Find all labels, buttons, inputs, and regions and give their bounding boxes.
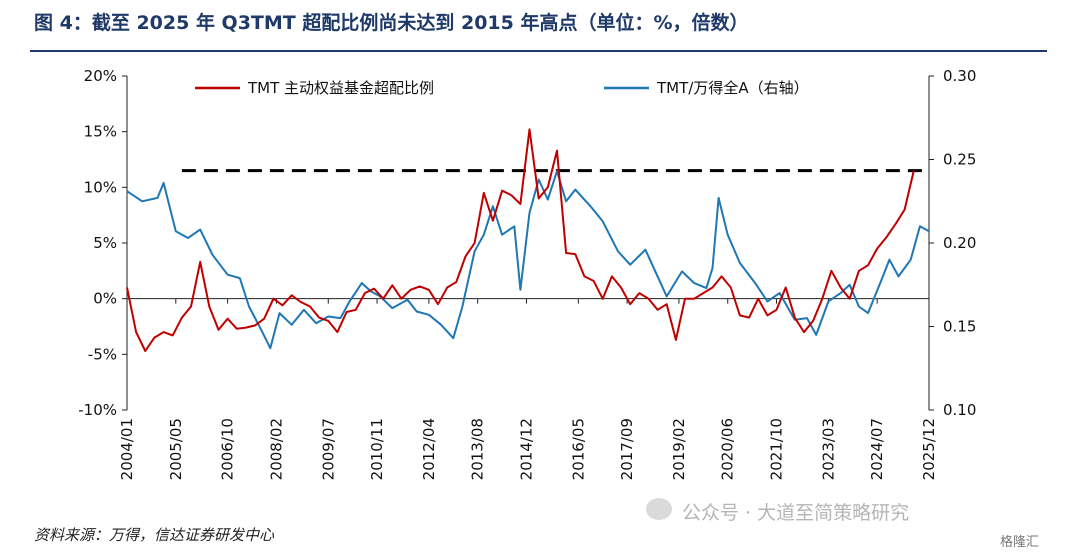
left-tick-label: 10% xyxy=(84,178,117,196)
left-tick-label: -10% xyxy=(78,401,117,419)
x-tick-label: 2025/12 xyxy=(920,418,938,480)
left-tick-label: 0% xyxy=(93,290,117,308)
right-tick-label: 0.20 xyxy=(943,234,976,252)
x-tick-label: 2013/08 xyxy=(469,418,487,480)
x-tick-label: 2005/05 xyxy=(167,418,185,480)
x-tick-label: 2012/04 xyxy=(420,418,438,480)
legend-label: TMT 主动权益基金超配比例 xyxy=(247,79,434,97)
x-tick-label: 2016/05 xyxy=(569,418,587,480)
x-tick-label: 2008/02 xyxy=(267,418,285,480)
wechat-icon xyxy=(646,498,672,520)
x-tick-label: 2020/06 xyxy=(719,418,737,480)
x-tick-label: 2017/09 xyxy=(618,418,636,480)
axes-layer: 20% 15% 10% 5% 0% -5% -10% 0.30 0.25 0.20 0.15 0.10… xyxy=(78,67,976,480)
right-tick-label: 0.15 xyxy=(943,318,976,336)
publisher-logo: 格隆汇 xyxy=(1000,535,1040,550)
right-tick-label: 0.25 xyxy=(943,151,976,169)
x-tick-label: 2019/02 xyxy=(670,418,688,480)
series-layer xyxy=(126,128,930,352)
left-tick-label: 20% xyxy=(84,67,117,85)
legend-label: TMT/万得全A（右轴） xyxy=(656,79,809,97)
source-note: 资料来源：万得，信达证券研发中心 xyxy=(34,526,275,544)
left-tick-label: 15% xyxy=(84,123,117,141)
series-line-tmt-overweight xyxy=(126,128,915,352)
x-tick-label: 2010/11 xyxy=(368,418,386,480)
legend: TMT 主动权益基金超配比例 TMT/万得全A（右轴） xyxy=(195,79,809,97)
x-tick-label: 2023/03 xyxy=(819,418,837,480)
x-tick-label: 2021/10 xyxy=(768,418,786,480)
left-tick-label: -5% xyxy=(88,345,117,363)
right-tick-label: 0.30 xyxy=(943,67,976,85)
x-tick-label: 2009/07 xyxy=(319,418,337,480)
x-tick-label: 2024/07 xyxy=(868,418,886,480)
series-line-tmt-wind-a-ratio xyxy=(126,170,930,350)
x-tick-label: 2006/10 xyxy=(219,418,237,480)
x-tick-label: 2014/12 xyxy=(517,418,535,480)
title-underline xyxy=(30,50,1047,52)
watermark: 公众号 · 大道至简策略研究 xyxy=(682,502,910,524)
x-tick-label: 2004/01 xyxy=(118,418,136,480)
right-tick-label: 0.10 xyxy=(943,401,976,419)
chart-title: 图 4：截至 2025 年 Q3TMT 超配比例尚未达到 2015 年高点（单位… xyxy=(34,12,749,34)
left-tick-label: 5% xyxy=(93,234,117,252)
